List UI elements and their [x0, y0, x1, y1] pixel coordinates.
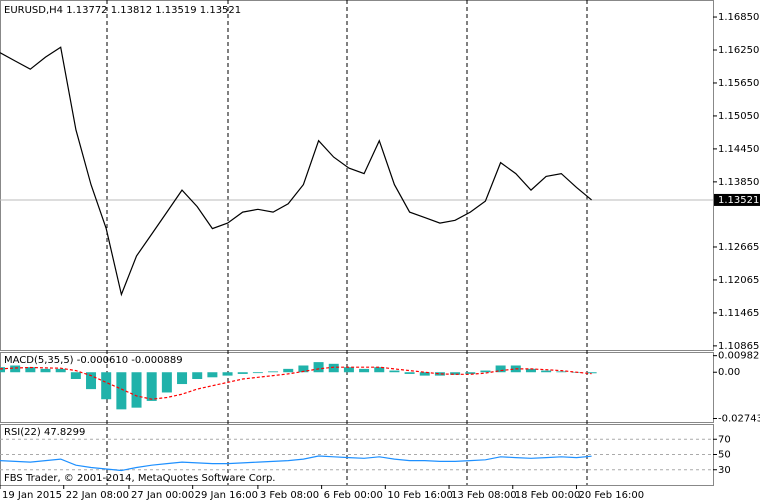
x-tick-label: 6 Feb 00:00 — [324, 490, 383, 501]
y-tick-label: 1.16850 — [718, 12, 759, 23]
series-line — [0, 366, 592, 400]
macd-bar — [541, 370, 552, 373]
series-line — [0, 46, 592, 297]
x-tick-label: 22 Jan 08:00 — [66, 490, 129, 501]
macd-bar — [465, 372, 476, 374]
macd-bar — [313, 362, 324, 373]
y-tick-label: 70 — [718, 434, 731, 445]
macd-bar — [359, 368, 370, 373]
macd-bar — [525, 368, 536, 373]
macd-bar — [55, 368, 66, 373]
macd-bar — [10, 365, 21, 373]
y-tick-label: 50 — [718, 450, 731, 461]
y-tick-label: 0.00 — [718, 367, 740, 378]
macd-bar — [419, 372, 430, 376]
macd-bar — [374, 367, 385, 373]
macd-bar — [116, 372, 127, 410]
macd-bar — [252, 372, 263, 374]
macd-bar — [328, 363, 339, 373]
macd-bar — [207, 372, 218, 378]
macd-bar — [161, 372, 172, 393]
y-tick-label: 1.13850 — [718, 177, 759, 188]
x-tick-label: 20 Feb 16:00 — [578, 490, 644, 501]
macd-bar — [237, 372, 248, 374]
macd-bar — [495, 365, 506, 373]
y-tick-label: 0.009825 — [718, 351, 760, 362]
y-tick-label: 1.11465 — [718, 308, 759, 319]
x-tick-label: 29 Jan 16:00 — [195, 490, 258, 501]
y-tick-label: 1.15050 — [718, 111, 759, 122]
x-tick-label: 3 Feb 08:00 — [260, 490, 319, 501]
macd-bar — [101, 372, 112, 400]
copyright: FBS Trader, © 2001-2014, MetaQuotes Soft… — [4, 473, 275, 484]
macd-bar — [25, 367, 36, 373]
y-tick-label: 1.16250 — [718, 45, 759, 56]
macd-bar — [283, 368, 294, 373]
macd-bar — [450, 372, 461, 375]
y-tick-label: 1.15650 — [718, 78, 759, 89]
macd-bar — [434, 372, 445, 376]
macd-bar — [40, 368, 51, 373]
x-tick-label: 19 Jan 2015 — [2, 490, 62, 501]
last-price-box — [714, 193, 760, 206]
x-tick-label: 27 Jan 00:00 — [131, 490, 194, 501]
macd-bar — [70, 372, 81, 379]
macd-bar — [131, 372, 142, 408]
macd-bar — [0, 367, 5, 373]
y-tick-label: 1.14450 — [718, 144, 759, 155]
x-tick-label: 10 Feb 16:00 — [387, 490, 453, 501]
macd-bar — [404, 372, 415, 374]
macd-bar — [192, 372, 203, 379]
period-separators — [106, 0, 588, 485]
macd-bar — [268, 371, 279, 373]
rsi-title: RSI(22) 47.8299 — [4, 427, 85, 438]
y-tick-label: 1.10865 — [718, 341, 759, 352]
symbol-title: EURUSD,H4 1.13772 1.13812 1.13519 1.1352… — [4, 5, 241, 16]
y-tick-label: -0.027432 — [718, 414, 760, 425]
x-tick-label: 13 Feb 08:00 — [451, 490, 517, 501]
macd-bar — [556, 371, 567, 373]
y-tick-label: 30 — [718, 465, 731, 476]
macd-bar — [480, 370, 491, 373]
last-price-label: 1.13521 — [718, 195, 759, 206]
macd-bar — [586, 372, 597, 374]
macd-bar — [86, 372, 97, 390]
macd-panel — [0, 352, 714, 423]
y-tick-label: 1.12665 — [718, 242, 759, 253]
macd-bar — [389, 370, 400, 373]
x-tick-label: 18 Feb 00:00 — [515, 490, 581, 501]
main-panel — [0, 0, 714, 351]
y-tick-label: 1.12065 — [718, 275, 759, 286]
macd-bar — [222, 372, 233, 376]
series-line — [0, 455, 592, 472]
macd-bar — [146, 372, 157, 401]
macd-bar — [343, 367, 354, 373]
macd-bar — [298, 365, 309, 373]
macd-title: MACD(5,35,5) -0.000610 -0.000889 — [4, 355, 183, 366]
macd-bar — [177, 372, 188, 385]
